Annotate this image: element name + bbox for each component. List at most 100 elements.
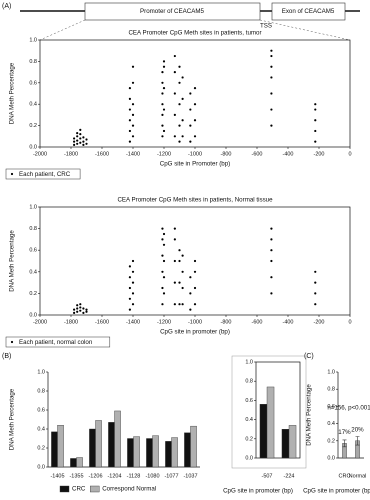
- point: [79, 141, 82, 144]
- y-tick-label: 0.6: [37, 407, 45, 413]
- point: [131, 103, 135, 106]
- point: [82, 136, 85, 139]
- x-axis-label: CpG site in promoter (bp): [223, 488, 293, 495]
- point: [314, 303, 317, 306]
- x-tick-label: -1400: [126, 319, 140, 325]
- point: [270, 292, 273, 295]
- point: [131, 65, 135, 68]
- x-tick-label: -200: [313, 319, 324, 325]
- x-tick-label: CRC: [339, 473, 351, 479]
- point: [161, 124, 164, 127]
- point: [79, 128, 82, 131]
- point: [76, 310, 79, 313]
- y-tick-label: 0.0: [327, 455, 335, 461]
- point: [131, 303, 135, 306]
- point: [270, 49, 273, 52]
- bar: [127, 438, 134, 468]
- x-tick-label: -400: [282, 319, 293, 325]
- y-tick-label: 0.8: [29, 226, 37, 232]
- x-tick-label: -224: [283, 473, 294, 479]
- point: [161, 92, 164, 95]
- point: [128, 87, 131, 90]
- point: [178, 140, 181, 143]
- point: [314, 292, 317, 295]
- point: [178, 65, 181, 68]
- point: [189, 292, 192, 295]
- point: [173, 238, 176, 241]
- point: [178, 249, 181, 252]
- panel-label: (B): [2, 353, 11, 360]
- point: [173, 259, 176, 263]
- y-tick-label: 1.0: [37, 369, 45, 375]
- point: [128, 276, 131, 279]
- point: [181, 76, 184, 79]
- point: [314, 281, 317, 284]
- y-tick-label: 0.2: [245, 436, 253, 442]
- point: [162, 108, 166, 111]
- point: [270, 76, 273, 79]
- point: [193, 103, 197, 106]
- legend-label: CRC: [72, 486, 86, 493]
- y-tick-label: 0.2: [37, 445, 45, 451]
- point: [161, 286, 164, 290]
- point: [193, 135, 197, 138]
- point: [76, 304, 79, 307]
- x-tick-label: -800: [220, 319, 231, 325]
- y-tick-label: 0.8: [29, 59, 37, 65]
- point: [181, 254, 184, 257]
- y-tick-label: 0.4: [29, 269, 37, 275]
- bar: [266, 386, 275, 459]
- panel-label: (C): [304, 353, 314, 360]
- point: [128, 108, 131, 111]
- point: [162, 276, 166, 279]
- x-axis-label: CpG site in promoter (bp): [160, 329, 230, 336]
- point: [162, 65, 166, 68]
- point: [178, 303, 181, 306]
- point: [178, 103, 181, 106]
- x-tick-label: -507: [261, 473, 272, 479]
- bar: [57, 425, 64, 468]
- point: [270, 124, 273, 127]
- point: [76, 142, 79, 145]
- point: [173, 303, 176, 306]
- point: [162, 292, 166, 295]
- bar: [281, 429, 290, 459]
- point: [161, 270, 164, 273]
- point: [131, 270, 135, 273]
- x-tick-label: -800: [220, 151, 231, 157]
- plot-frame: [39, 39, 351, 148]
- point: [82, 307, 85, 310]
- x-tick-label: -600: [251, 151, 262, 157]
- exon-box: [271, 2, 346, 21]
- zoom-line: [39, 19, 86, 41]
- y-tick-label: 0.6: [327, 404, 335, 410]
- x-axis-label: CpG site in promoter (bp): [303, 488, 370, 495]
- value-label: 20%: [351, 426, 364, 433]
- x-tick-label: -1000: [188, 151, 202, 157]
- y-tick-label: 0.8: [327, 387, 335, 393]
- point: [131, 281, 135, 284]
- point: [161, 254, 164, 257]
- y-tick-label: 0.0: [245, 455, 253, 461]
- legend-label: Correspond Normal: [102, 486, 156, 493]
- point: [73, 137, 76, 140]
- point: [73, 308, 76, 311]
- x-tick-label: -1204: [107, 473, 121, 479]
- point: [79, 133, 82, 136]
- point: [79, 137, 82, 140]
- bar: [146, 438, 153, 468]
- point: [128, 129, 131, 133]
- point: [73, 143, 76, 146]
- point: [161, 238, 164, 241]
- x-tick-label: Normal: [349, 473, 367, 479]
- point: [161, 135, 164, 138]
- point: [189, 308, 192, 311]
- point: [189, 276, 192, 279]
- legend-label: Each patient, normal colon: [19, 339, 93, 346]
- legend-marker: [10, 340, 14, 344]
- point: [314, 119, 317, 122]
- point: [270, 238, 273, 241]
- y-tick-label: 0.4: [327, 421, 335, 427]
- bar: [114, 410, 121, 468]
- tss-label: TSS: [260, 23, 272, 30]
